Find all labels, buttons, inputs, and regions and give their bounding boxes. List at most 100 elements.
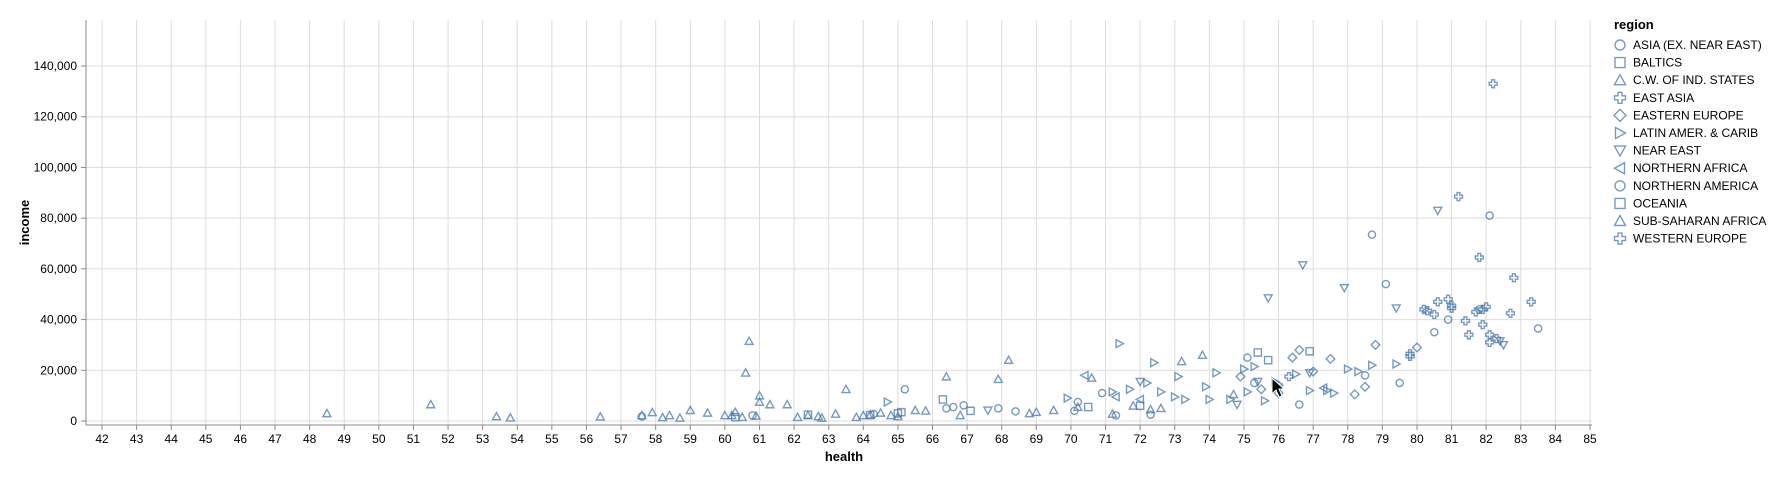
data-point (1405, 349, 1415, 359)
data-point (1079, 370, 1089, 381)
data-point (1048, 404, 1059, 415)
data-point (1146, 410, 1155, 419)
legend-label: NEAR EAST (1633, 144, 1702, 158)
data-point (1422, 306, 1433, 316)
data-point (491, 411, 502, 421)
data-point (803, 410, 813, 419)
legend-symbol (1614, 56, 1626, 69)
data-point (1108, 386, 1118, 397)
data-point (657, 412, 668, 422)
data-point (1339, 283, 1350, 294)
data-point (1391, 304, 1402, 314)
data-point (1484, 337, 1495, 348)
legend-label: NORTHERN AFRICA (1633, 161, 1747, 175)
data-point (1181, 394, 1191, 405)
data-point (1231, 400, 1243, 410)
data-point (1145, 404, 1156, 414)
data-point (754, 396, 765, 406)
legend-label: EAST ASIA (1633, 91, 1694, 105)
data-point (1360, 371, 1370, 380)
legend-label: SUB-SAHARAN AFRICA (1633, 214, 1766, 228)
data-point (1474, 252, 1484, 263)
x-tick-label: 85 (1583, 432, 1597, 446)
data-point (1349, 389, 1360, 400)
data-point (425, 399, 436, 409)
data-point (1011, 407, 1020, 416)
legend-symbol (1613, 73, 1627, 86)
data-point (1170, 391, 1181, 403)
y-axis-title: income (17, 200, 32, 246)
x-tick-label: 44 (165, 432, 179, 446)
data-point (1243, 353, 1252, 362)
data-point (743, 335, 755, 346)
legend-symbol (1614, 197, 1626, 210)
data-point (1533, 324, 1543, 333)
data-point (885, 410, 897, 420)
x-tick-label: 83 (1514, 432, 1528, 446)
data-point (1260, 395, 1271, 406)
legend-label: WESTERN EUROPE (1633, 232, 1747, 246)
data-point (1063, 393, 1073, 404)
x-tick-label: 43 (130, 432, 144, 446)
data-point (1405, 351, 1415, 361)
data-point (1392, 358, 1402, 370)
data-point (1255, 383, 1267, 395)
x-tick-label: 69 (1030, 432, 1044, 446)
gridlines (86, 20, 1592, 425)
x-tick-label: 60 (718, 432, 732, 446)
x-tick-label: 71 (1099, 432, 1113, 446)
data-point (664, 410, 675, 420)
x-tick-label: 55 (545, 432, 559, 446)
mouse-cursor-icon (1271, 376, 1286, 398)
data-point (1143, 377, 1153, 389)
data-point (1526, 297, 1536, 307)
data-point (920, 405, 931, 415)
data-point (1297, 261, 1308, 271)
legend-title: region (1614, 17, 1654, 32)
data-point (993, 404, 1003, 413)
data-point (1478, 319, 1488, 330)
data-point (966, 406, 975, 416)
data-point (1433, 297, 1443, 307)
data-point (1176, 355, 1187, 366)
data-point (1155, 402, 1167, 413)
data-point (1134, 394, 1145, 405)
data-point (1110, 391, 1120, 403)
data-point (1212, 367, 1222, 378)
data-point (1086, 372, 1097, 382)
data-point (1381, 279, 1391, 289)
data-point (1367, 230, 1377, 239)
legend-label: NORTHERN AMERICA (1633, 179, 1758, 193)
legend-symbol (1613, 145, 1627, 158)
data-point (1481, 302, 1491, 312)
data-point (1252, 377, 1263, 388)
data-point (1318, 382, 1328, 394)
data-point (1070, 406, 1079, 416)
data-point (1446, 303, 1457, 313)
data-point (1291, 368, 1302, 380)
data-point (865, 409, 876, 419)
legend-symbol (1614, 39, 1626, 51)
data-point (1150, 357, 1160, 368)
data-point (1432, 206, 1443, 216)
data-point (750, 410, 762, 420)
x-tick-label: 74 (1203, 432, 1217, 446)
x-tick-label: 46 (234, 432, 248, 446)
x-tick-label: 81 (1445, 432, 1459, 446)
data-point (1287, 352, 1298, 363)
data-point (730, 412, 740, 422)
data-point (1128, 400, 1139, 410)
data-point (858, 410, 869, 420)
axes: 42 43 44 45 46 47 48 49 50 51 52 53 54 55 56 57 58 59 60 61… (34, 20, 1597, 446)
data-point (674, 412, 686, 422)
data-point (1263, 355, 1273, 365)
data-point (1243, 386, 1253, 397)
data-point (1083, 402, 1093, 412)
data-point (1156, 386, 1167, 397)
data-point (1250, 361, 1260, 372)
data-point (1305, 385, 1316, 396)
data-point (730, 406, 741, 417)
x-tick-label: 64 (857, 432, 871, 446)
y-tick-label: 40,000 (40, 313, 77, 327)
